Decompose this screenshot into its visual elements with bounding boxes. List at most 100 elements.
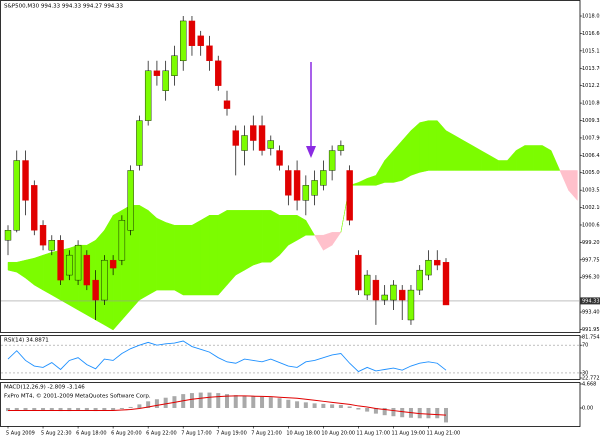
y-tick-label: 1003.55 <box>582 188 600 194</box>
macd-bar <box>312 403 317 408</box>
cloud-segment <box>147 209 158 296</box>
candle-body-down <box>39 225 47 246</box>
macd-bar <box>111 407 116 411</box>
cloud-segment <box>568 170 578 202</box>
y-tick-label: 1007.90 <box>582 135 600 141</box>
candle-body-up <box>13 160 20 231</box>
candle-body-up <box>311 180 318 196</box>
y-tick-label: 991.95 <box>582 327 600 333</box>
price-panel-frame <box>0 0 581 333</box>
y-tick-label: 1013.70 <box>582 66 600 72</box>
x-tick-label: 11 Aug 21:00 <box>426 431 460 437</box>
candle-body-down <box>31 185 38 231</box>
y-tick-label: 997.75 <box>582 257 600 263</box>
candle-body-down <box>293 170 301 201</box>
candle-body-up <box>48 240 55 251</box>
candle-body-down <box>57 240 64 281</box>
cloud-segment <box>139 204 149 301</box>
macd-bar <box>382 407 387 416</box>
macd-bar <box>119 407 124 410</box>
y-tick-label: 1000.65 <box>582 222 600 228</box>
cloud-segment <box>524 145 534 171</box>
cloud-segment <box>463 140 473 171</box>
candle-body-up <box>328 150 336 171</box>
cloud-segment <box>454 135 464 171</box>
macd-bar <box>67 407 72 412</box>
candle-body-down <box>223 100 231 109</box>
cloud-segment <box>428 120 438 171</box>
macd-bar <box>303 402 308 408</box>
rsi-panel-frame <box>0 335 581 380</box>
candle-body-up <box>136 120 143 166</box>
arrow-head <box>306 146 316 158</box>
macd-title: MACD(12,26,9) -2.809 -3.146 <box>4 385 85 391</box>
rsi-title: RSI(14) 34.8871 <box>4 338 49 344</box>
plot-layers: 1018.05 1016.60 1015.15 1013.70 1012.25 1010.… <box>1 14 600 437</box>
macd-bar <box>76 407 81 411</box>
y-tick-label: 1018.05 <box>582 14 600 20</box>
y-tick-label: 999.20 <box>582 240 600 246</box>
macd-bar <box>216 393 221 408</box>
cloud-segment <box>165 222 175 291</box>
cloud-segment <box>235 210 245 276</box>
cloud-segment <box>226 210 237 286</box>
y-tick-label: 993.40 <box>582 310 600 316</box>
cloud-segment <box>261 210 272 263</box>
candle-body-up <box>144 70 152 121</box>
candle-body-down <box>153 70 161 76</box>
cloud-segment <box>244 210 254 271</box>
candle-body-up <box>407 289 415 321</box>
macd-bar <box>435 407 440 419</box>
y-tick-label: 1009.35 <box>582 118 600 124</box>
y-tick-label: 1006.45 <box>582 153 600 159</box>
candle-body-up <box>416 269 423 291</box>
candle-body-down <box>188 20 196 46</box>
macd-bar <box>32 407 37 411</box>
macd-bar <box>330 404 335 408</box>
candle-body-up <box>337 145 345 151</box>
macd-bar <box>6 407 10 412</box>
macd-bar <box>347 406 352 408</box>
macd-bar <box>286 399 291 408</box>
macd-bar <box>225 394 229 408</box>
y-tick-label: 1012.25 <box>582 83 600 89</box>
macd-bar <box>58 407 63 412</box>
candle-body-down <box>197 35 204 46</box>
y-tick-label: 81.7543 <box>582 335 600 341</box>
candle-body-up <box>162 70 169 91</box>
cloud-segment <box>42 251 53 296</box>
y-tick-label: 0.00 <box>582 405 593 411</box>
cloud-segment <box>34 254 44 291</box>
candle-body-down <box>399 289 406 301</box>
cloud-segment <box>200 214 210 296</box>
candle-body-down <box>215 60 222 86</box>
candle-body-up <box>390 284 397 301</box>
macd-bar <box>102 407 107 411</box>
candle-body-up <box>118 220 126 261</box>
x-tick-label: 10 Aug 18:00 <box>286 431 320 437</box>
cloud-segment <box>498 160 508 171</box>
candle-body-down <box>372 279 380 301</box>
cloud-segment <box>410 122 420 176</box>
candle-body-down <box>442 262 450 306</box>
cloud-segment <box>270 209 280 263</box>
cloud-segment <box>191 219 201 296</box>
price-title: S&P500,M30 994.33 994.33 994.27 994.33 <box>4 4 124 10</box>
cloud-segment <box>174 224 184 296</box>
y-tick-label: 4.668 <box>582 382 596 388</box>
cloud-segment <box>445 130 456 171</box>
current-price-box <box>580 297 600 305</box>
candle-body-up <box>381 294 388 301</box>
x-tick-label: 5 Aug 22:30 <box>41 431 72 437</box>
current-price-label: 994.33 <box>582 298 600 304</box>
cloud-segment <box>217 209 228 296</box>
x-tick-label: 11 Aug 17:00 <box>356 431 390 437</box>
x-tick-label: 7 Aug 21:00 <box>251 431 282 437</box>
candle-body-up <box>241 135 248 151</box>
candle-body-up <box>267 140 274 149</box>
macd-bar <box>321 403 326 408</box>
cloud-segment <box>182 224 193 296</box>
candle-body-up <box>425 259 432 276</box>
macd-panel-frame <box>0 382 581 427</box>
